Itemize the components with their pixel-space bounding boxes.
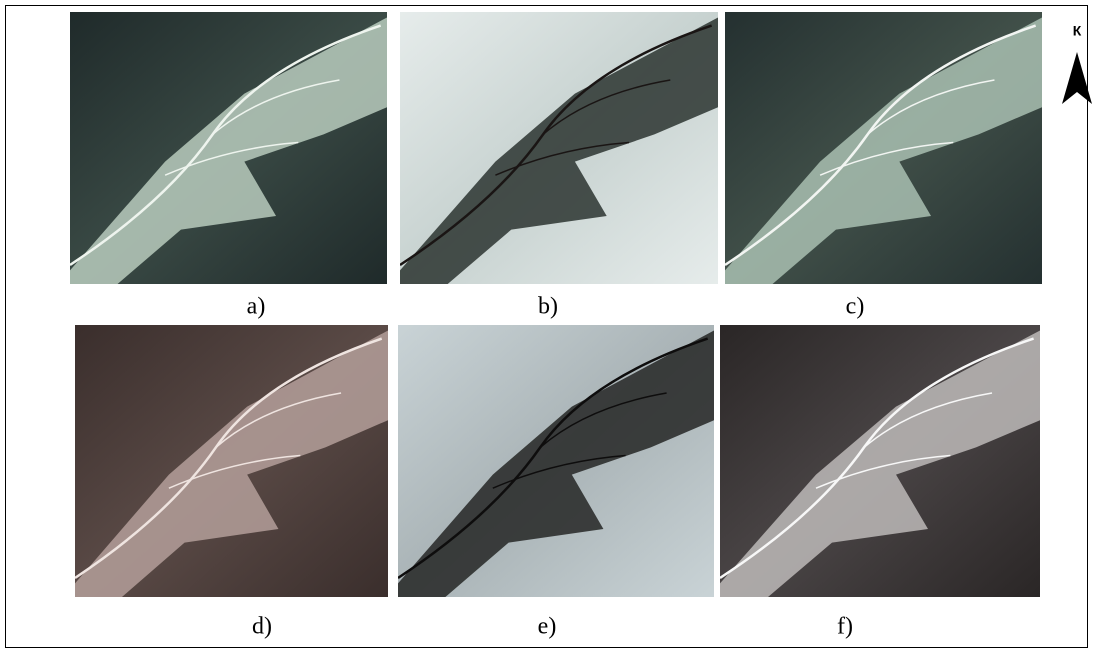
page: К a)b)c)d)e)f) (() => { const data = JSO…: [0, 0, 1095, 653]
satellite-image: [70, 12, 387, 284]
satellite-image: [398, 325, 714, 597]
panel-label: b): [538, 294, 558, 320]
satellite-image: [720, 325, 1040, 597]
satellite-image: [400, 12, 718, 284]
panel-label: c): [846, 294, 865, 320]
north-label: К: [1073, 23, 1082, 39]
satellite-image: [75, 325, 388, 597]
panel-label: d): [252, 614, 272, 640]
panel-label: a): [247, 294, 266, 320]
satellite-image: [725, 12, 1042, 284]
panel-label: f): [837, 614, 853, 640]
panel-label: e): [538, 614, 557, 640]
figure: К a) b) c) d) e) f): [0, 0, 1095, 653]
